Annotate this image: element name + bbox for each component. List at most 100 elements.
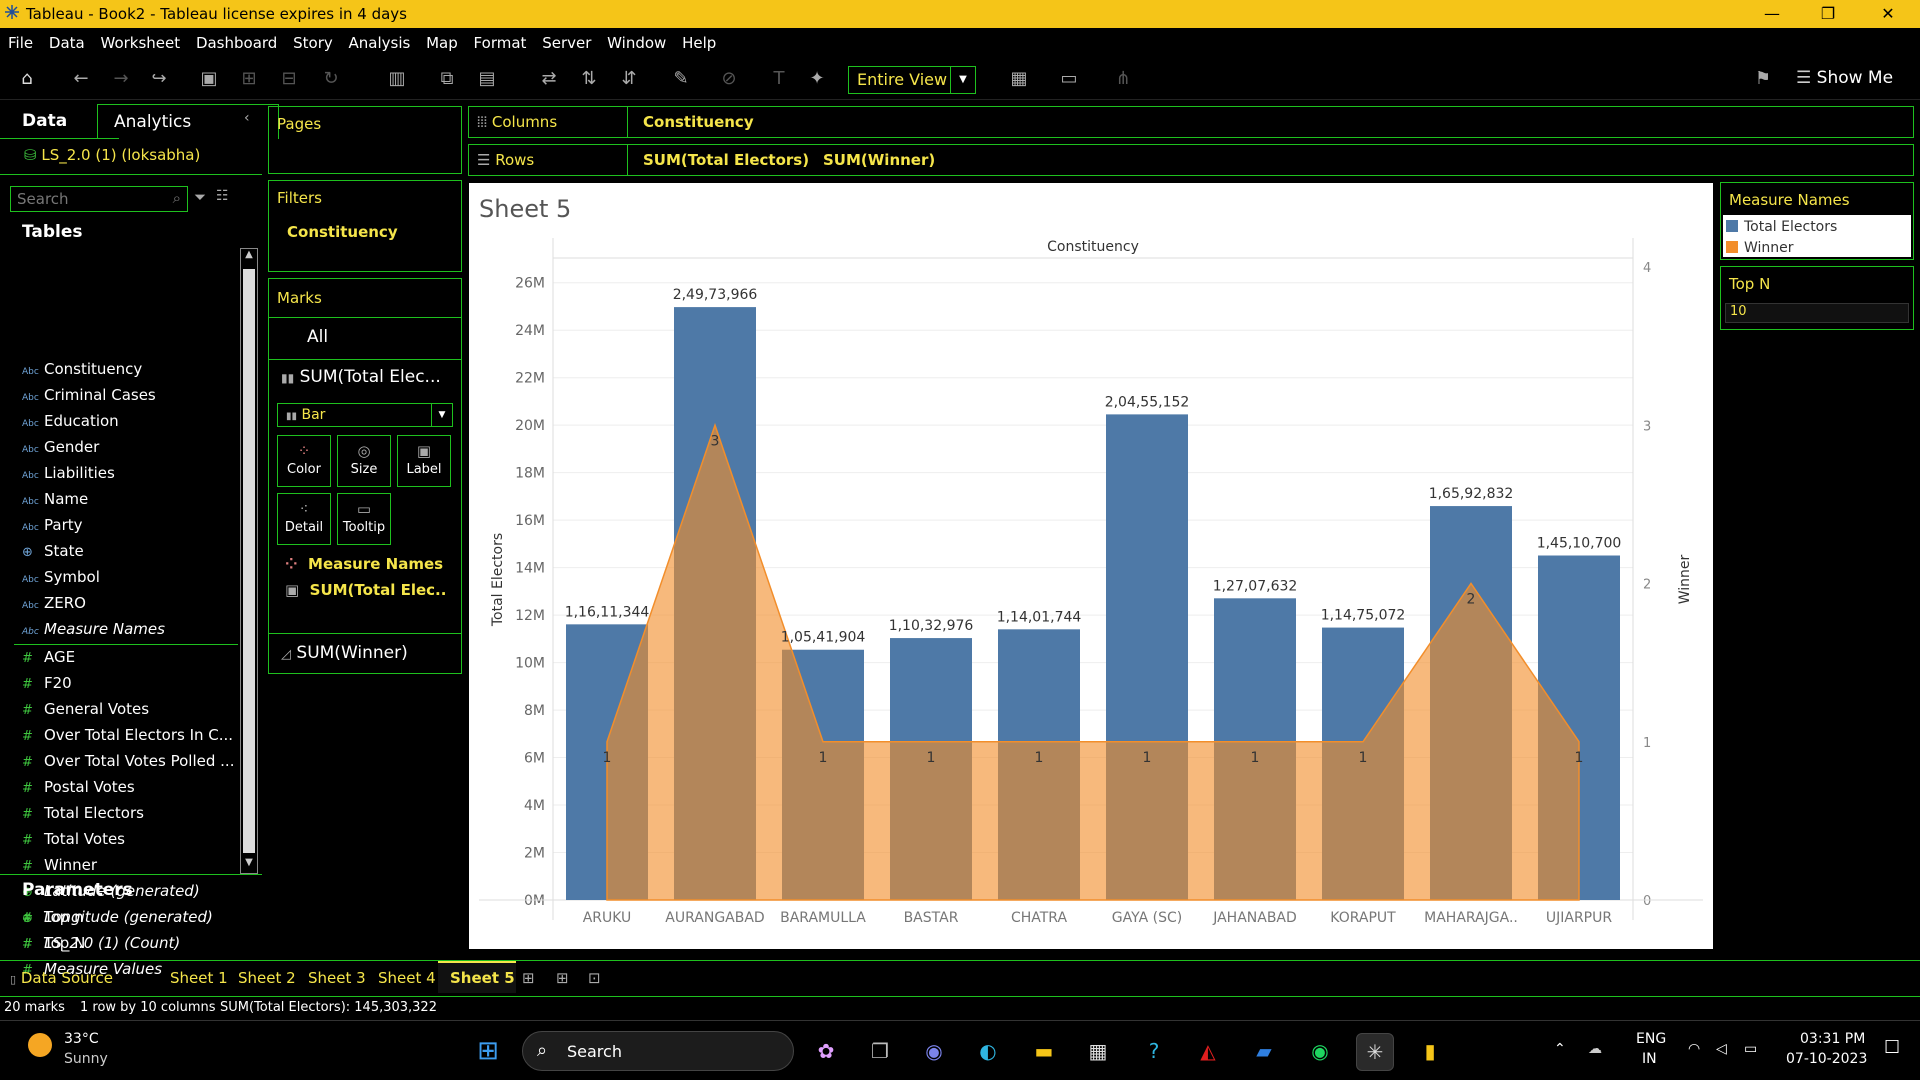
- field-constituency[interactable]: Abc Constituency: [22, 360, 143, 378]
- pin-icon[interactable]: ✦: [809, 68, 825, 89]
- spotify-icon[interactable]: ◉: [1311, 1039, 1329, 1063]
- tooltip-button[interactable]: ▭ Tooltip: [337, 493, 391, 545]
- data-source-tab[interactable]: ▯ Data Source: [10, 969, 113, 987]
- menu-format[interactable]: Format: [473, 34, 527, 52]
- edge-icon[interactable]: ◐: [979, 1039, 997, 1063]
- collapse-panel-icon[interactable]: ‹: [244, 110, 250, 126]
- new-worksheet-icon[interactable]: ⊞: [522, 969, 535, 987]
- pill-sum-total-electors[interactable]: ▣ SUM(Total Elec..: [285, 581, 447, 599]
- battery-icon[interactable]: ▭: [1744, 1041, 1758, 1057]
- help-icon[interactable]: ?: [1148, 1039, 1160, 1063]
- tab-sheet-2[interactable]: Sheet 2: [238, 969, 296, 987]
- field-winner[interactable]: # Winner: [22, 856, 98, 874]
- filters-shelf[interactable]: Filters Constituency: [268, 180, 462, 272]
- sort-ascending-icon[interactable]: ⇅: [581, 68, 597, 89]
- field-over-total-votes-polled[interactable]: # Over Total Votes Polled ...: [22, 752, 235, 770]
- field-symbol[interactable]: Abc Symbol: [22, 568, 100, 586]
- marks-all-tab[interactable]: All: [307, 327, 329, 347]
- mark-type-select[interactable]: ▮▮ Bar ▼: [277, 403, 453, 427]
- new-worksheet-icon[interactable]: ▥: [388, 68, 406, 89]
- new-story-icon[interactable]: ⊡: [588, 969, 601, 987]
- field-education[interactable]: Abc Education: [22, 412, 119, 430]
- field-postal-votes[interactable]: # Postal Votes: [22, 778, 135, 796]
- notifications-icon[interactable]: ☐: [1884, 1037, 1901, 1058]
- menu-analysis[interactable]: Analysis: [348, 34, 411, 52]
- field-name[interactable]: Abc Name: [22, 490, 89, 508]
- columns-shelf[interactable]: ⦙⦙⦙ Columns Constituency: [468, 106, 1914, 138]
- undo-icon[interactable]: ←: [73, 68, 89, 89]
- tab-sheet-4[interactable]: Sheet 4: [378, 969, 436, 987]
- filter-icon[interactable]: ⏷: [194, 188, 207, 206]
- color-button[interactable]: ⁘ Color: [277, 435, 331, 487]
- windows-start-icon[interactable]: ⊞: [477, 1036, 499, 1066]
- field-criminal-cases[interactable]: Abc Criminal Cases: [22, 386, 156, 404]
- restore-button[interactable]: ❐: [1800, 0, 1856, 28]
- share-icon[interactable]: ⋔: [1115, 68, 1131, 89]
- tab-analytics[interactable]: Analytics: [97, 104, 279, 139]
- group-icon[interactable]: ⊘: [721, 68, 737, 89]
- rows-shelf[interactable]: ☰ Rows SUM(Total Electors) SUM(Winner): [468, 144, 1914, 176]
- filter-pill-constituency[interactable]: Constituency: [287, 223, 398, 241]
- new-datasource-icon[interactable]: ⊞: [241, 68, 257, 89]
- replay-icon[interactable]: ↪: [151, 68, 167, 89]
- swap-icon[interactable]: ⇄: [541, 68, 557, 89]
- taskbar-search[interactable]: ⌕ Search: [522, 1031, 794, 1071]
- home-icon[interactable]: ⌂: [21, 68, 33, 89]
- chevron-down-icon[interactable]: ▼: [950, 67, 975, 93]
- label-button[interactable]: ▣ Label: [397, 435, 451, 487]
- redo-icon[interactable]: →: [113, 68, 129, 89]
- clock-time[interactable]: 03:31 PM: [1800, 1031, 1866, 1047]
- file-explorer-icon[interactable]: ▬: [1034, 1039, 1054, 1063]
- myhp-icon[interactable]: ▰: [1256, 1039, 1272, 1063]
- menu-map[interactable]: Map: [426, 34, 458, 52]
- marks-tab-total-electors[interactable]: ▮▮ SUM(Total Elec...: [281, 367, 441, 387]
- columns-pill-constituency[interactable]: Constituency: [643, 113, 754, 131]
- copilot-icon[interactable]: ✿: [817, 1039, 835, 1063]
- menu-file[interactable]: File: [8, 34, 34, 52]
- field-general-votes[interactable]: # General Votes: [22, 700, 150, 718]
- scroll-thumb[interactable]: [243, 269, 255, 853]
- pill-measure-names[interactable]: ⁘ Measure Names: [285, 555, 444, 573]
- parameter-item[interactable]: # Top N: [22, 934, 86, 952]
- wifi-icon[interactable]: ◠: [1688, 1041, 1701, 1057]
- sort-descending-icon[interactable]: ⇵: [621, 68, 637, 89]
- field-scrollbar[interactable]: ▲ ▼: [240, 248, 258, 874]
- tab-sheet-3[interactable]: Sheet 3: [308, 969, 366, 987]
- close-button[interactable]: ✕: [1856, 0, 1920, 28]
- duplicate-icon[interactable]: ⧉: [440, 68, 454, 89]
- tab-data[interactable]: Data: [0, 104, 119, 139]
- show-cards-icon[interactable]: ▦: [1010, 68, 1028, 89]
- tableau-taskbar-icon[interactable]: ✳: [1356, 1033, 1394, 1071]
- chevron-down-icon[interactable]: ▼: [431, 404, 452, 426]
- field-zero[interactable]: Abc ZERO: [22, 594, 86, 612]
- legend-item-winner[interactable]: Winner: [1726, 240, 1794, 256]
- rows-pill-winner[interactable]: SUM(Winner): [823, 151, 936, 169]
- scroll-up-icon[interactable]: ▲: [245, 249, 253, 260]
- field-gender[interactable]: Abc Gender: [22, 438, 100, 456]
- paint-icon[interactable]: ⚑: [1754, 68, 1772, 89]
- size-button[interactable]: ◎ Size: [337, 435, 391, 487]
- field-over-total-electors-in-c[interactable]: # Over Total Electors In C...: [22, 726, 234, 744]
- scroll-down-icon[interactable]: ▼: [245, 857, 253, 868]
- menu-server[interactable]: Server: [542, 34, 592, 52]
- network-cloud-icon[interactable]: ☁: [1588, 1041, 1602, 1057]
- detail-button[interactable]: ⁖ Detail: [277, 493, 331, 545]
- pages-shelf[interactable]: Pages: [268, 106, 462, 174]
- chevron-up-icon[interactable]: ⌃: [1554, 1041, 1566, 1057]
- field-latitude-generated[interactable]: ⊕ Latitude (generated): [22, 882, 200, 900]
- weather-temp[interactable]: 33°C: [64, 1031, 99, 1047]
- store-icon[interactable]: ▦: [1088, 1039, 1108, 1063]
- mcafee-icon[interactable]: ◭: [1200, 1039, 1216, 1063]
- lang-eng[interactable]: ENG: [1636, 1031, 1667, 1047]
- parameter-item[interactable]: # Top n: [22, 908, 84, 926]
- clear-sheet-icon[interactable]: ▤: [478, 68, 496, 89]
- field-total-electors[interactable]: # Total Electors: [22, 804, 144, 822]
- task-view-icon[interactable]: ❐: [871, 1039, 889, 1063]
- view-options-icon[interactable]: ☷: [216, 188, 229, 204]
- folder-icon[interactable]: ▮: [1424, 1039, 1436, 1063]
- menu-worksheet[interactable]: Worksheet: [100, 34, 181, 52]
- save-icon[interactable]: ▣: [200, 68, 218, 89]
- search-input[interactable]: Search ⌕: [10, 186, 188, 212]
- marks-tab-winner[interactable]: ◿ SUM(Winner): [281, 643, 408, 663]
- field-f20[interactable]: # F20: [22, 674, 72, 692]
